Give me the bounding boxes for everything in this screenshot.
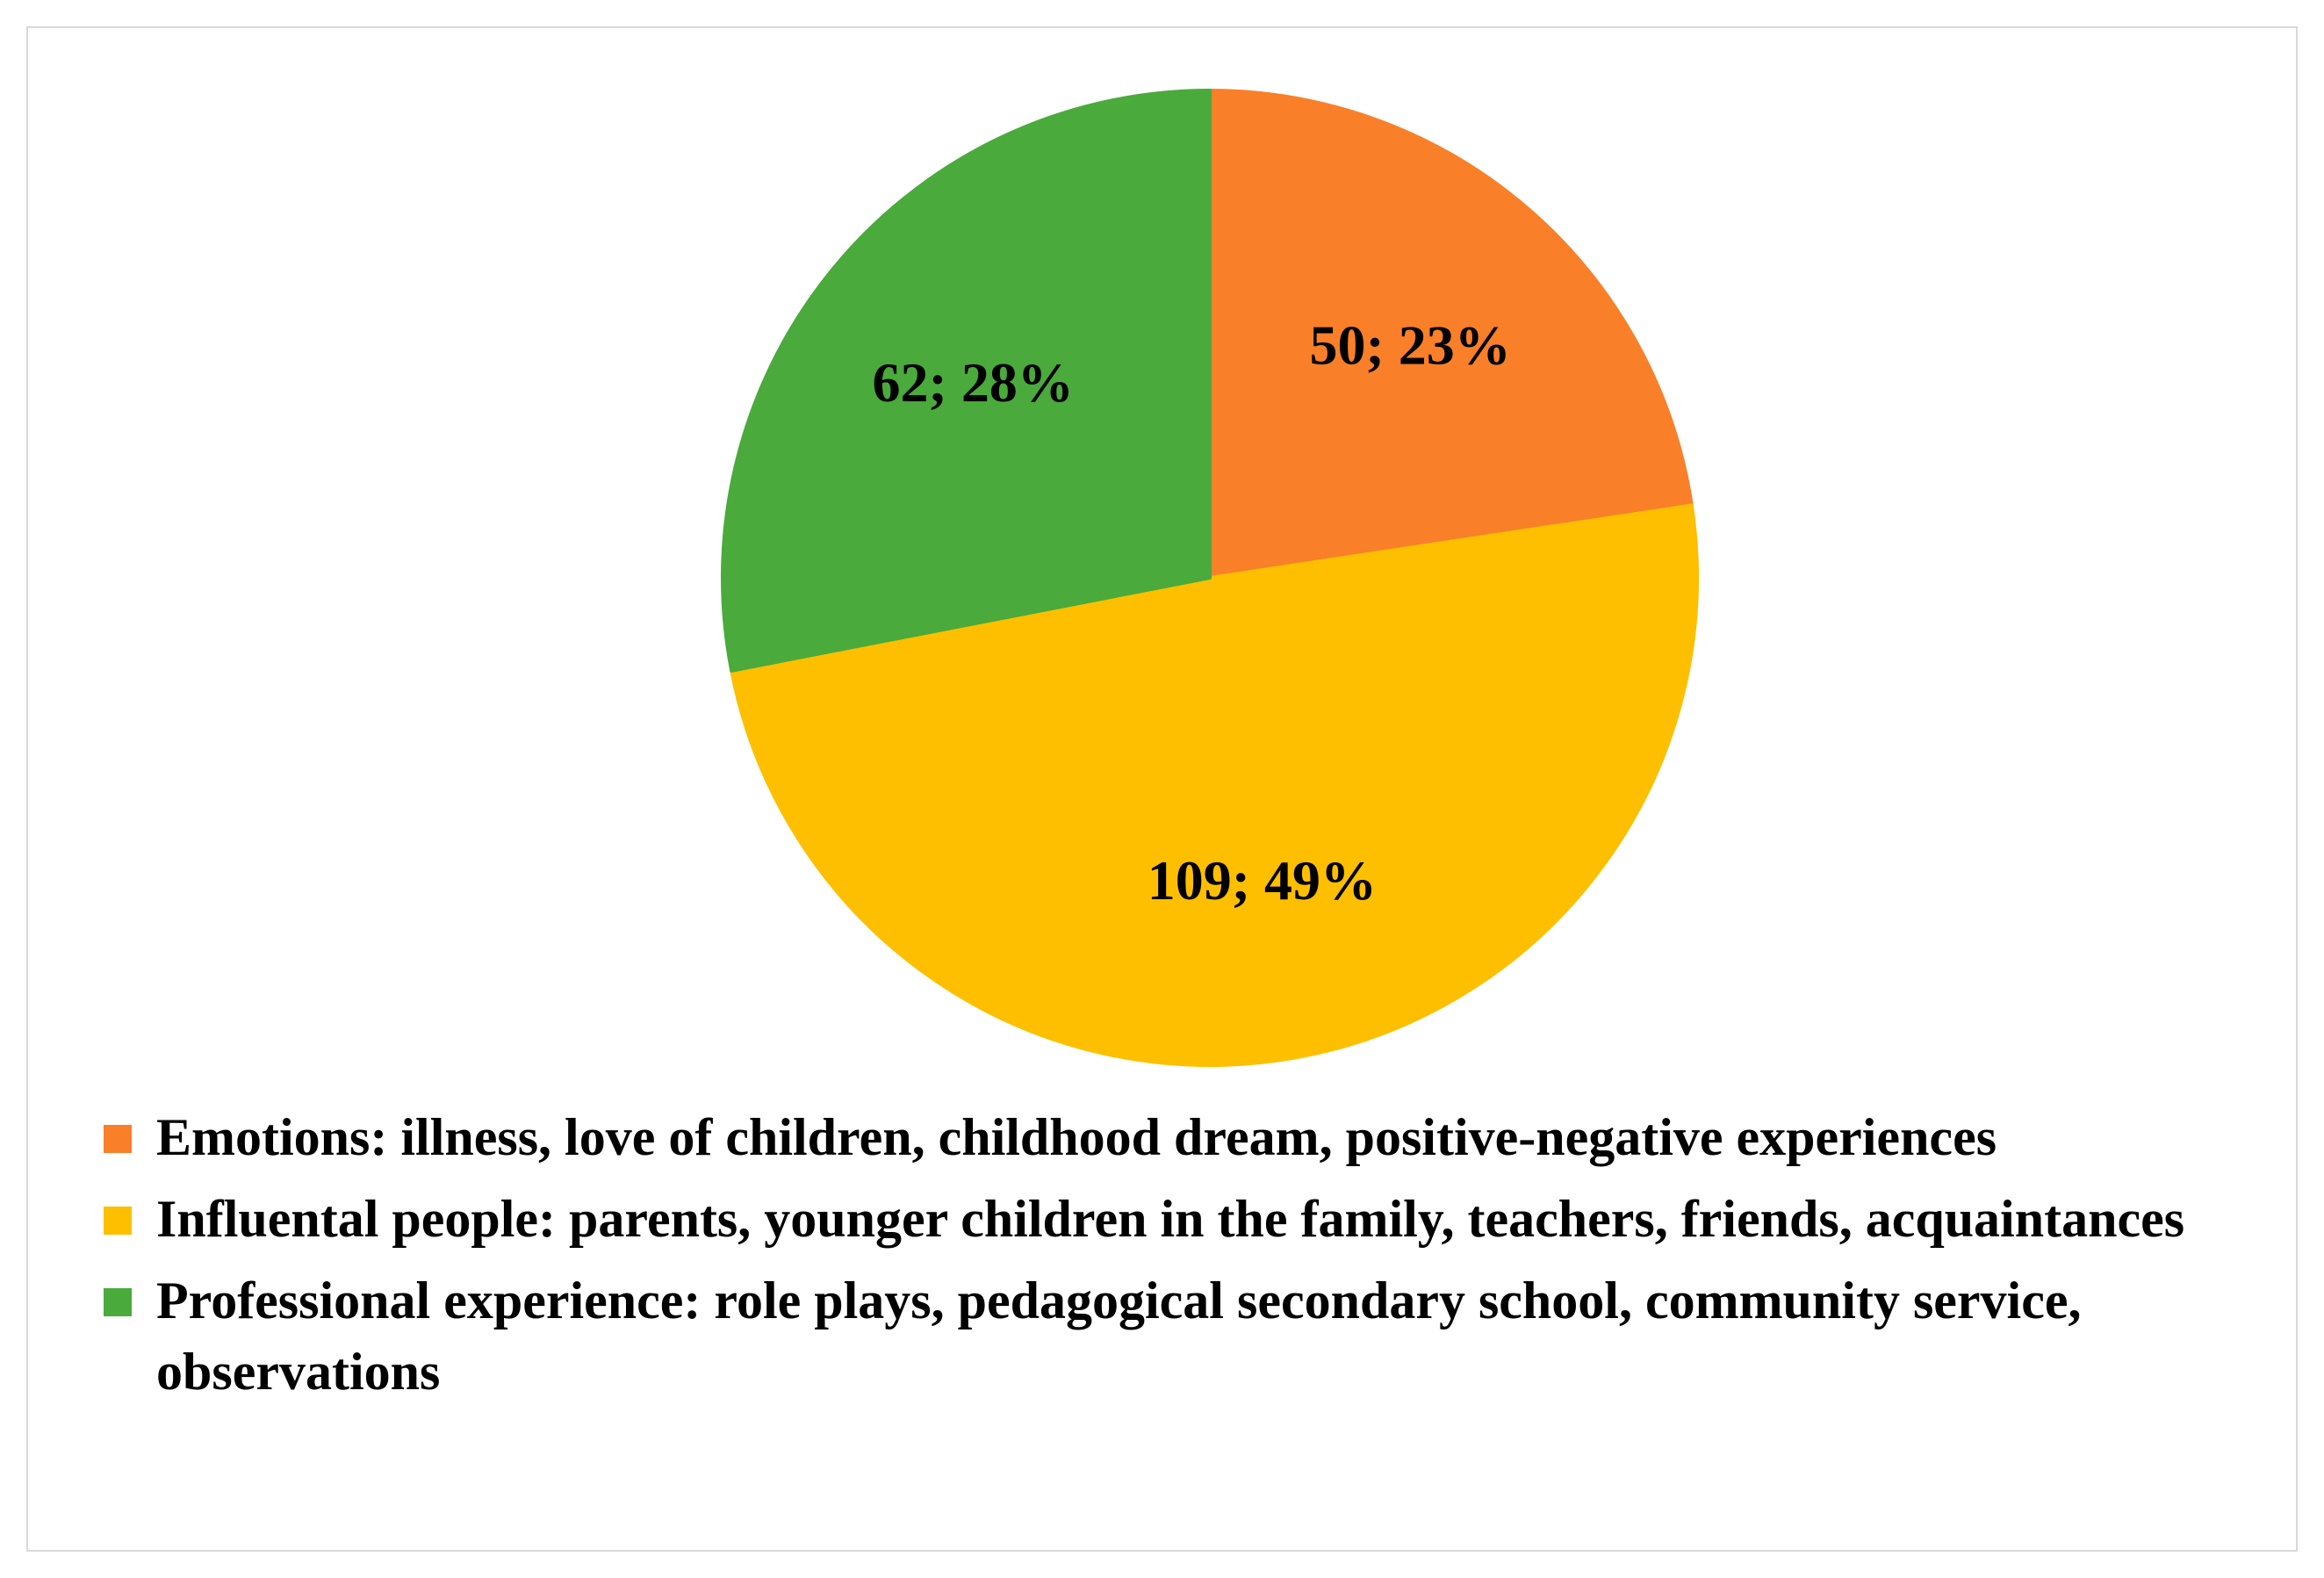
pie-chart: 50; 23% 109; 49% 62; 28% (721, 89, 1699, 1067)
pie-slice-professional-experience (721, 89, 1212, 673)
legend-swatch-emotions (104, 1125, 132, 1153)
pie-slices (721, 89, 1699, 1067)
legend-label-emotions: Emotions: illness, love of children, chi… (156, 1108, 1997, 1166)
pie-slice-emotions (1208, 89, 1694, 580)
legend-swatch-influental-people (104, 1207, 132, 1235)
legend-item-professional-experience: Professional experience: role plays, ped… (104, 1265, 2281, 1408)
pie-slice-influental-people (730, 503, 1699, 1067)
legend-label-professional-experience: Professional experience: role plays, ped… (156, 1272, 2082, 1401)
data-label-professional-experience: 62; 28% (873, 351, 1074, 414)
legend-item-emotions: Emotions: illness, love of children, chi… (104, 1102, 2281, 1173)
legend-label-influental-people: Influental people: parents, younger chil… (156, 1190, 2185, 1248)
data-label-emotions: 50; 23% (1309, 314, 1510, 377)
data-label-influental-people: 109; 49% (1148, 849, 1377, 911)
legend: Emotions: illness, love of children, chi… (104, 1102, 2281, 1418)
legend-item-influental-people: Influental people: parents, younger chil… (104, 1184, 2281, 1255)
legend-swatch-professional-experience (104, 1288, 132, 1316)
pie-labels: 50; 23% 109; 49% 62; 28% (873, 314, 1511, 912)
